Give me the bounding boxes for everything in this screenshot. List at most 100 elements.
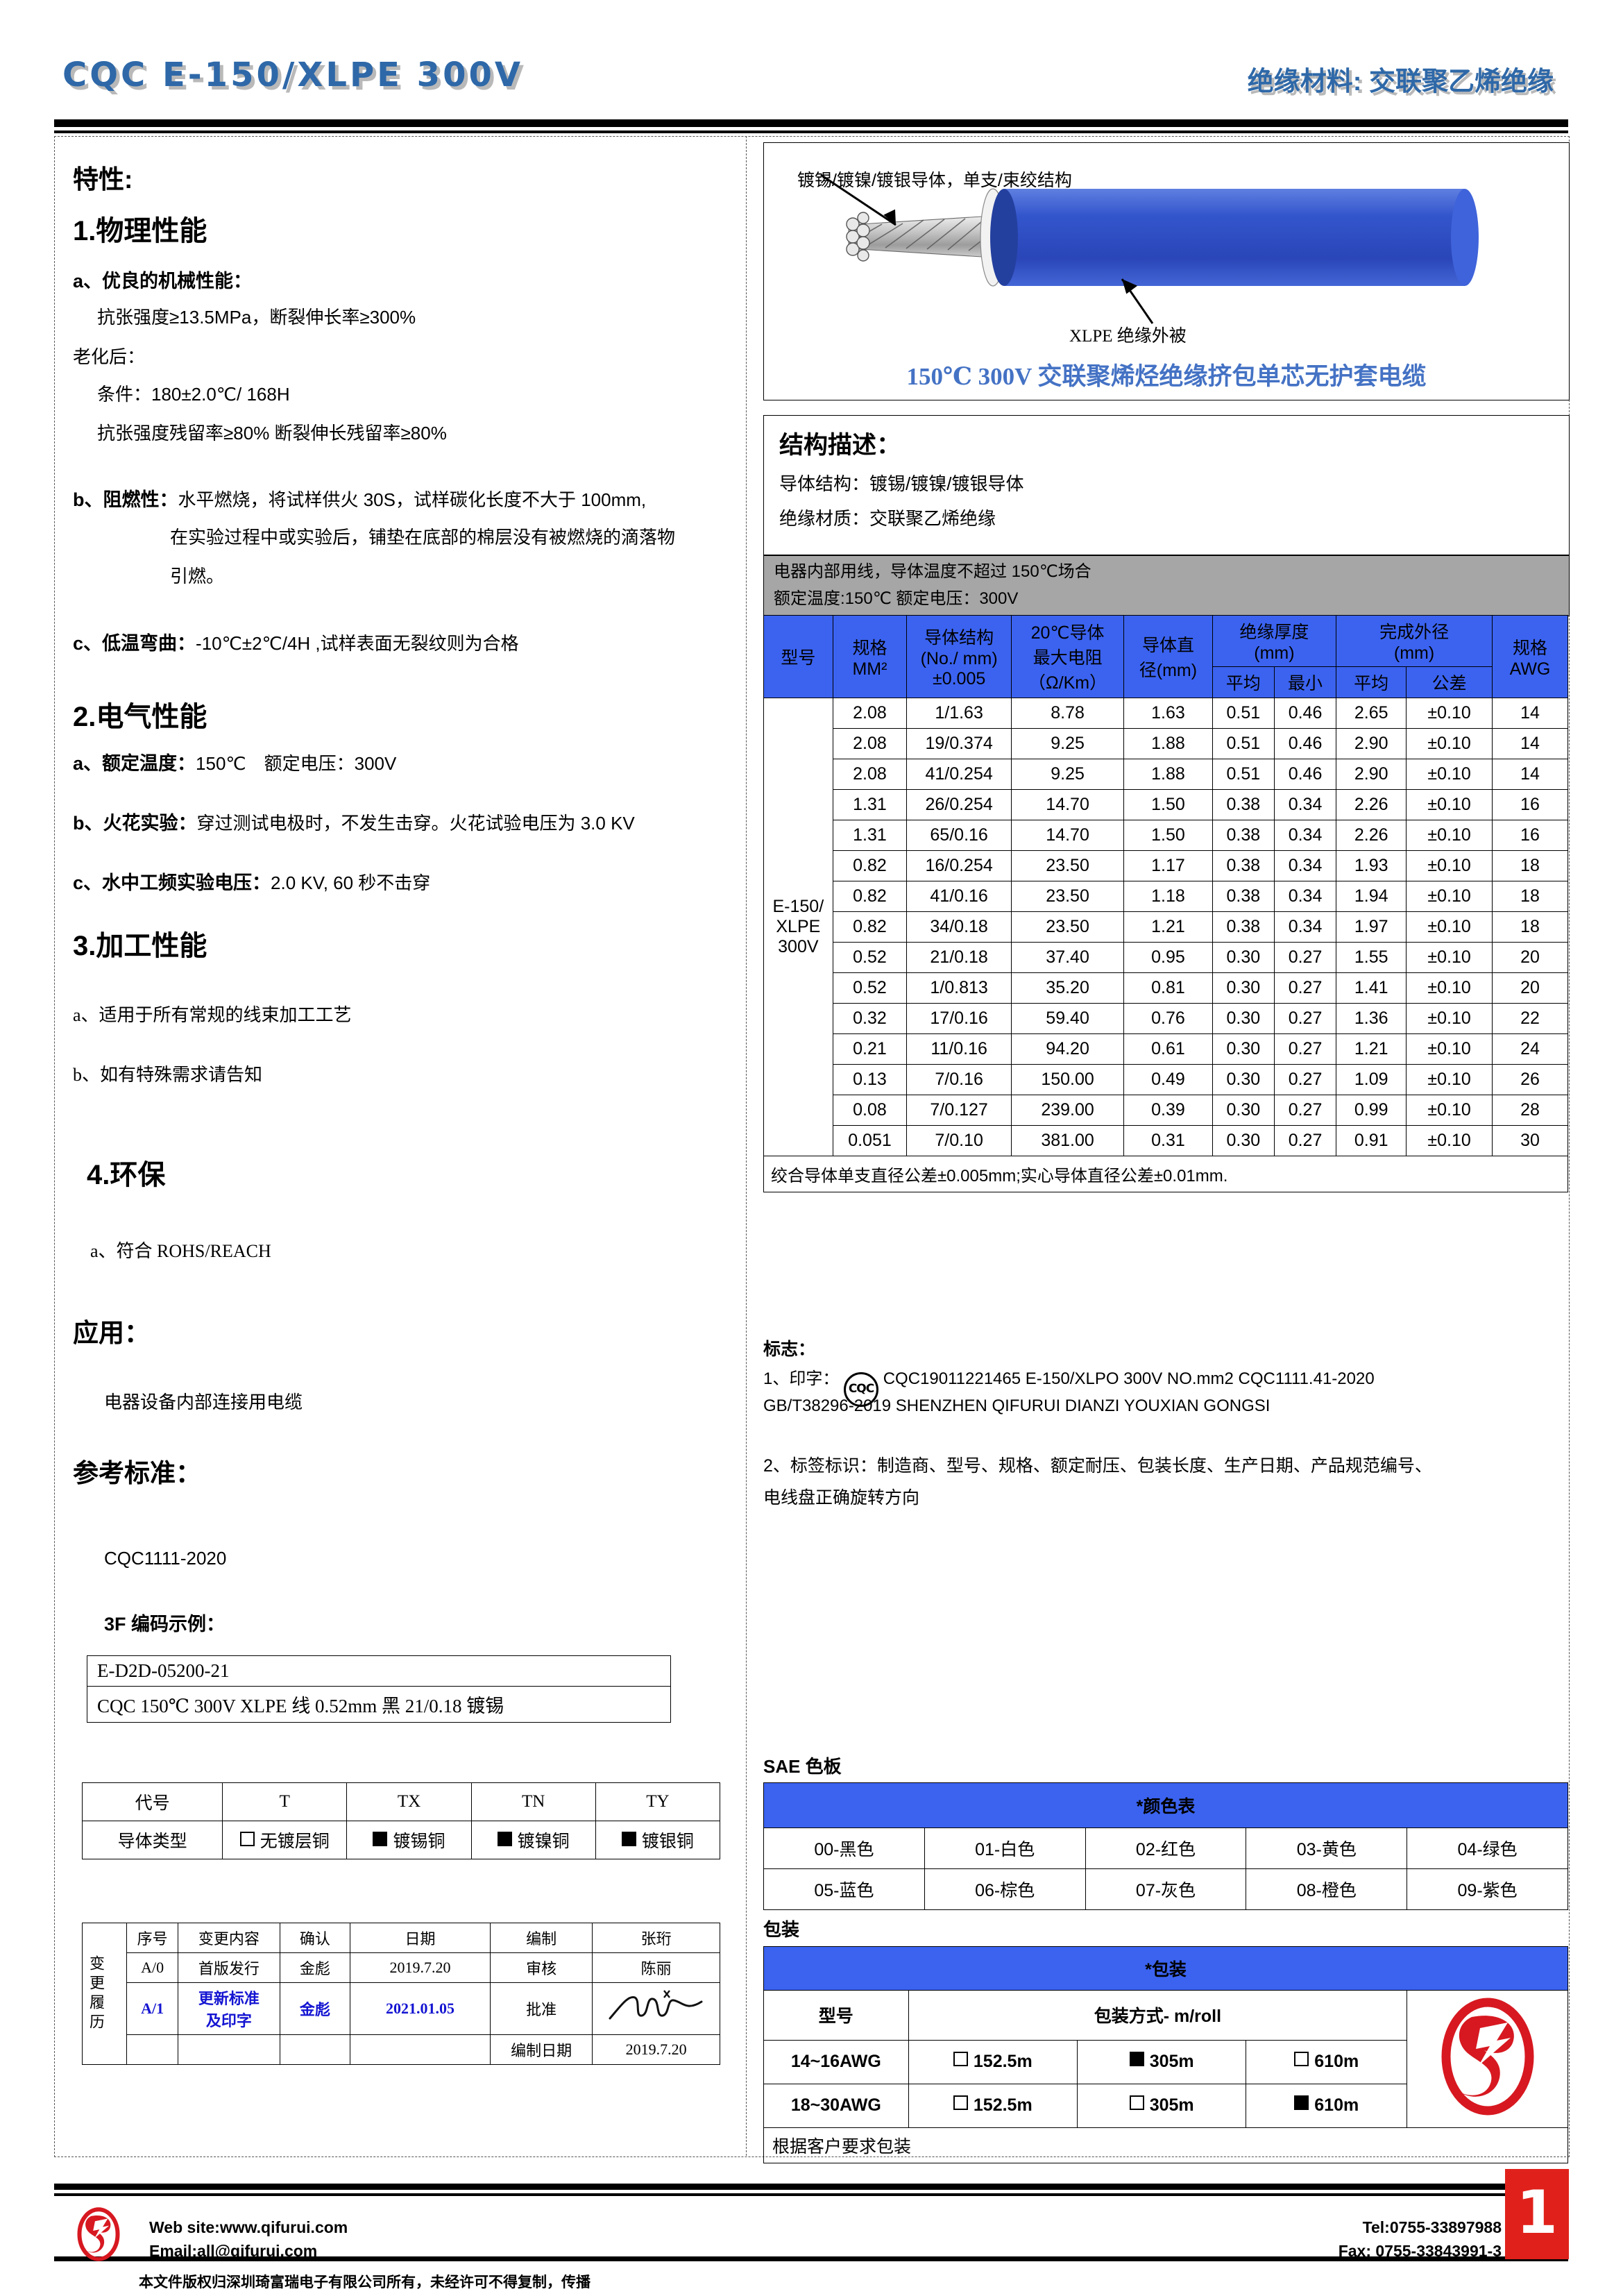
pack-opt-1-1[interactable]: 305m <box>1076 2083 1247 2129</box>
spec-cell-r7-c7: ±0.10 <box>1406 911 1493 943</box>
spec-cell-r6-c7: ±0.10 <box>1406 881 1493 912</box>
spec-footnote: 绞合导体单支直径公差±0.005mm;实心导体直径公差±0.01mm. <box>763 1156 1568 1192</box>
spec-cell-r6-c2: 23.50 <box>1010 881 1125 912</box>
checkbox-icon[interactable] <box>953 2095 968 2111</box>
spec-cell-r4-c5: 0.34 <box>1273 820 1337 851</box>
checkbox-icon[interactable] <box>239 1832 255 1846</box>
table-row: 0.21 11/0.16 94.20 0.61 0.30 0.27 1.21 ±0.10 24 <box>764 1033 1569 1065</box>
pack-opt-0-0[interactable]: 152.5m <box>908 2039 1078 2084</box>
spec-h-awg-l2: AWG <box>1509 659 1551 679</box>
spec-cell-r7-c5: 0.34 <box>1273 911 1337 943</box>
spec-cell-r12-c6: 1.09 <box>1336 1064 1407 1095</box>
footer-copyright: 本文件版权归深圳琦富瑞电子有限公司所有，未经许可不得复制，传播 <box>139 2274 590 2290</box>
checkbox-checked-icon[interactable] <box>1294 2095 1309 2111</box>
s1-c-row: c、低温弯曲：-10℃±2℃/4H ,试样表面无裂纹则为合格 <box>73 628 732 655</box>
spec-cell-r0-c6: 2.65 <box>1336 698 1407 729</box>
spec-h-con-l2: (No./ mm) <box>920 649 998 668</box>
cond-type-tx-label: 镀锡铜 <box>393 1832 445 1851</box>
spec-h-od-avg: 平均 <box>1336 666 1407 698</box>
spec-cell-r9-c0: 0.52 <box>832 972 908 1004</box>
spec-model-line-2: 300V <box>778 937 819 956</box>
s3-b-text: b、如有特殊需求请告知 <box>73 1065 263 1085</box>
spec-cell-r12-c3: 0.49 <box>1123 1064 1213 1095</box>
cond-type-tn[interactable]: 镀镍铜 <box>470 1821 596 1859</box>
spec-model-line-0: E-150/ <box>772 897 824 916</box>
table-row: 00-黑色 01-白色 02-红色 03-黄色 04-绿色 <box>763 1827 1568 1869</box>
spec-cell-r0-c0: 2.08 <box>832 698 908 729</box>
spec-cell-r4-c8: 16 <box>1491 820 1569 851</box>
cond-type-ty[interactable]: 镀银铜 <box>595 1821 721 1859</box>
table-row: 0.82 41/0.16 23.50 1.18 0.38 0.34 1.94 ±0.10 18 <box>764 881 1569 912</box>
spec-h-od-l2: (mm) <box>1393 643 1435 663</box>
pack-opt-1-0[interactable]: 152.5m <box>908 2083 1078 2129</box>
cond-code-ty: TY <box>595 1782 721 1821</box>
spec-cell-r3-c4: 0.38 <box>1212 789 1275 820</box>
spec-cell-r14-c1: 7/0.10 <box>906 1125 1012 1156</box>
spec-cell-r4-c2: 14.70 <box>1010 820 1125 851</box>
checkbox-icon[interactable] <box>1129 2095 1144 2111</box>
column-separator <box>746 136 747 2156</box>
spec-cell-r1-c8: 14 <box>1491 728 1569 759</box>
checkbox-icon[interactable] <box>953 2052 968 2067</box>
footer-website[interactable]: Web site:www.qifurui.com <box>149 2218 348 2236</box>
footer-tel: Tel:0755-33897988 <box>1362 2218 1502 2236</box>
spec-cell-r12-c8: 26 <box>1491 1064 1569 1095</box>
table-row: 0.32 17/0.16 59.40 0.76 0.30 0.27 1.36 ±0.10 22 <box>764 1003 1569 1034</box>
table-row: 型号 包装方式- m/roll <box>763 1990 1568 2128</box>
table-row: 代号 T TX TN TY <box>81 1782 721 1821</box>
checkbox-checked-icon[interactable] <box>621 1832 636 1846</box>
pack-opt-0-1[interactable]: 305m <box>1076 2039 1247 2084</box>
table-row: 0.08 7/0.127 239.00 0.39 0.30 0.27 0.99 ±0.10 28 <box>764 1095 1569 1126</box>
s1-c-text: -10℃±2℃/4H ,试样表面无裂纹则为合格 <box>196 633 519 654</box>
spec-h-insulation: 绝缘厚度 (mm) <box>1212 615 1337 667</box>
pack-opt-1-2[interactable]: 610m <box>1246 2083 1408 2129</box>
spec-h-res-l3: （Ω/Km） <box>1028 673 1107 693</box>
spec-cell-r13-c4: 0.30 <box>1212 1095 1275 1126</box>
checkbox-checked-icon[interactable] <box>373 1832 388 1846</box>
code-example-line1: E-D2D-05200-21 <box>87 1656 670 1687</box>
cable-conductor-label: 镀锡/镀镍/镀银导体，单支/束绞结构 <box>797 171 1072 190</box>
checkbox-icon[interactable] <box>1294 2052 1309 2067</box>
cond-type-t[interactable]: 无镀层铜 <box>222 1821 348 1859</box>
rev-content-1: 更新标准 及印字 <box>177 1982 280 2035</box>
sae-color-table: *颜色表 00-黑色 01-白色 02-红色 03-黄色 04-绿色 05-蓝色… <box>763 1782 1568 1910</box>
spec-cell-r7-c3: 1.21 <box>1123 911 1213 943</box>
spec-cell-r13-c0: 0.08 <box>832 1095 908 1126</box>
spec-cell-r2-c4: 0.51 <box>1212 759 1275 790</box>
spec-cell-r10-c0: 0.32 <box>832 1003 908 1034</box>
spec-cell-r2-c6: 2.90 <box>1336 759 1407 790</box>
checkbox-checked-icon[interactable] <box>497 1832 512 1846</box>
cond-type-tx[interactable]: 镀锡铜 <box>346 1821 472 1859</box>
s1-b-line1: 水平燃烧，将试样供火 30S，试样碳化长度不大于 100mm, <box>178 489 647 510</box>
spec-cell-r2-c1: 41/0.254 <box>906 759 1012 790</box>
cond-code-label: 代号 <box>81 1782 223 1821</box>
cond-type-ty-label: 镀银铜 <box>641 1832 694 1851</box>
rev-no-2 <box>126 2034 178 2065</box>
company-logo <box>1407 1990 1568 2128</box>
checkbox-checked-icon[interactable] <box>1129 2052 1144 2067</box>
spec-cell-r0-c7: ±0.10 <box>1406 698 1493 729</box>
pack-col-model: 型号 <box>763 1990 909 2041</box>
spec-table-head: 型号 规格 MM² 导体结构 (No./ mm) ±0.005 20℃导体 最大… <box>763 615 1569 698</box>
s2-c-text: 2.0 KV, 60 秒不击穿 <box>271 872 431 893</box>
table-row: 0.52 1/0.813 35.20 0.81 0.30 0.27 1.41 ±0.10 20 <box>764 972 1569 1004</box>
rev-confirm-2 <box>279 2034 350 2065</box>
sae-color-04: 04-绿色 <box>1407 1827 1568 1869</box>
s1-b-row: b、阻燃性：水平燃烧，将试样供火 30S，试样碳化长度不大于 100mm, <box>73 484 732 512</box>
rev-role-3: 编制日期 <box>490 2034 593 2065</box>
pack-opt-0-2[interactable]: 610m <box>1246 2039 1408 2084</box>
sae-color-08: 08-橙色 <box>1246 1868 1408 1910</box>
table-row: 0.051 7/0.10 381.00 0.31 0.30 0.27 0.91 ±0.10 30 <box>764 1125 1569 1156</box>
spec-cell-r1-c1: 19/0.374 <box>906 728 1012 759</box>
footer-email[interactable]: Email:all@qifurui.com <box>149 2242 318 2260</box>
rev-no-0: A/0 <box>126 1952 178 1983</box>
application-title: 应用： <box>73 1319 150 1347</box>
spec-cell-r14-c6: 0.91 <box>1336 1125 1407 1156</box>
cable-jacket-label: XLPE 绝缘外被 <box>1069 327 1187 346</box>
spec-cell-r10-c3: 0.76 <box>1123 1003 1213 1034</box>
spec-h-res-l2: 最大电阻 <box>1033 648 1103 668</box>
spec-h-model: 型号 <box>763 615 833 698</box>
rev-role-0: 编制 <box>490 1923 593 1953</box>
marking-title: 标志： <box>763 1340 816 1359</box>
spec-cell-r6-c0: 0.82 <box>832 881 908 912</box>
